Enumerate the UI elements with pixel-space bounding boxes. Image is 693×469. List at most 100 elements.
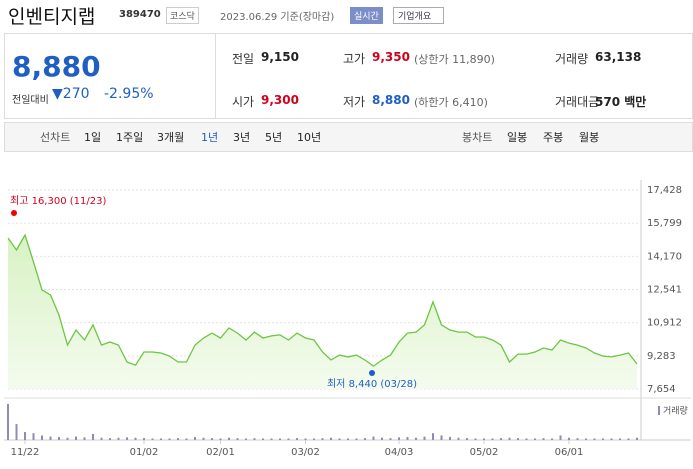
volume-bar bbox=[508, 437, 511, 440]
line-chart-label: 선차트 bbox=[40, 131, 71, 144]
volume-bar bbox=[92, 433, 94, 440]
volume-bar bbox=[525, 438, 528, 440]
stat-value: 9,300 bbox=[261, 93, 299, 107]
volume-bar bbox=[449, 436, 451, 440]
volume-bar bbox=[517, 438, 519, 440]
stat-value: 9,150 bbox=[261, 50, 299, 64]
volume-bar bbox=[109, 438, 111, 440]
candle-tab[interactable]: 월봉 bbox=[579, 131, 600, 144]
volume-bar bbox=[194, 436, 196, 440]
volume-bar bbox=[636, 437, 638, 440]
period-tab[interactable]: 1일 bbox=[84, 131, 102, 144]
volume-bar bbox=[559, 435, 562, 440]
low-marker bbox=[369, 369, 375, 376]
volume-bar bbox=[423, 436, 426, 440]
period-tab[interactable]: 3개월 bbox=[157, 131, 185, 144]
volume-bar bbox=[585, 438, 587, 440]
price-area bbox=[8, 235, 637, 389]
stat-label: 고가 bbox=[343, 52, 366, 66]
stat-value: 570 백만 bbox=[595, 95, 647, 109]
x-tick-label: 06/01 bbox=[555, 447, 584, 458]
volume-bar bbox=[287, 438, 290, 440]
volume-bar bbox=[483, 438, 485, 440]
volume-bar bbox=[619, 438, 621, 440]
volume-legend-swatch bbox=[658, 406, 660, 415]
high-label: 최고 16,300 (11/23) bbox=[10, 195, 106, 207]
period-tab[interactable]: 1년 bbox=[201, 131, 219, 144]
volume-bar bbox=[610, 438, 613, 440]
date: 2023.06.29 기준(장마감) bbox=[220, 12, 335, 23]
volume-bar bbox=[32, 433, 35, 440]
y-tick-label: 12,541 bbox=[647, 285, 682, 296]
change-value: 270 bbox=[62, 86, 90, 102]
volume-bar bbox=[58, 436, 60, 440]
high-marker bbox=[11, 209, 17, 216]
price: 8,880 bbox=[12, 50, 101, 83]
volume-bar bbox=[296, 438, 298, 440]
x-tick-label: 01/02 bbox=[130, 447, 159, 458]
y-tick-label: 7,654 bbox=[647, 384, 676, 395]
volume-bar bbox=[500, 438, 502, 440]
stat-note: (하한가 6,410) bbox=[414, 96, 488, 109]
y-tick-label: 14,170 bbox=[647, 251, 682, 262]
period-tab[interactable]: 1주일 bbox=[116, 131, 144, 144]
volume-bar bbox=[177, 438, 179, 440]
volume-bar bbox=[100, 437, 103, 440]
volume-bar bbox=[457, 437, 460, 440]
volume-bar bbox=[568, 437, 570, 440]
volume-bar bbox=[134, 437, 137, 440]
realtime-button[interactable]: 실시간 bbox=[350, 7, 383, 24]
volume-bar bbox=[398, 437, 400, 440]
volume-bar bbox=[381, 437, 383, 440]
volume-bar bbox=[219, 438, 222, 440]
y-tick-label: 9,283 bbox=[647, 351, 676, 362]
volume-bar bbox=[185, 438, 188, 440]
volume-bar bbox=[143, 438, 145, 440]
volume-bar bbox=[262, 438, 264, 440]
period-tab[interactable]: 5년 bbox=[265, 131, 283, 144]
stat-label: 거래대금 bbox=[555, 95, 600, 109]
volume-bar bbox=[66, 437, 69, 440]
volume-bar bbox=[160, 438, 162, 440]
stat-value: 8,880 bbox=[372, 93, 410, 107]
volume-bar bbox=[168, 438, 171, 440]
volume-bar bbox=[202, 437, 205, 440]
y-tick-label: 17,428 bbox=[647, 185, 682, 196]
volume-bar bbox=[236, 438, 239, 440]
volume-bar bbox=[491, 438, 494, 440]
volume-bar bbox=[117, 437, 120, 440]
period-tab[interactable]: 10년 bbox=[297, 131, 322, 144]
candle-tab[interactable]: 일봉 bbox=[507, 131, 528, 144]
period-tab[interactable]: 3년 bbox=[233, 131, 251, 144]
volume-bar bbox=[49, 436, 52, 440]
volume-bar bbox=[270, 438, 273, 440]
volume-bar bbox=[83, 437, 86, 440]
volume-bar bbox=[627, 438, 630, 440]
volume-bar bbox=[228, 437, 230, 440]
stat-note: (상한가 11,890) bbox=[414, 53, 495, 66]
volume-bar bbox=[389, 438, 392, 440]
volume-bar bbox=[253, 438, 256, 440]
volume-bar bbox=[75, 436, 77, 440]
volume-bar bbox=[321, 438, 324, 440]
volume-bar bbox=[534, 438, 536, 440]
stat-label: 전일 bbox=[232, 52, 255, 66]
volume-bar bbox=[330, 437, 332, 440]
volume-bar bbox=[551, 438, 553, 440]
candle-tab[interactable]: 주봉 bbox=[543, 131, 564, 144]
volume-bar bbox=[41, 435, 43, 440]
stat-value: 9,350 bbox=[372, 50, 410, 64]
volume-bar bbox=[313, 438, 315, 440]
volume-bar bbox=[602, 438, 604, 440]
overview-dropdown[interactable]: 기업개요 bbox=[393, 7, 445, 24]
x-tick-label: 05/02 bbox=[470, 447, 499, 458]
volume-bar bbox=[372, 436, 375, 440]
stat-label: 저가 bbox=[343, 95, 366, 109]
stat-label: 거래량 bbox=[555, 52, 589, 66]
volume-bar bbox=[211, 438, 213, 440]
x-tick-label: 04/03 bbox=[385, 447, 414, 458]
candle-label: 봉차트 bbox=[462, 131, 493, 144]
volume-label: 거래량 bbox=[663, 405, 688, 417]
